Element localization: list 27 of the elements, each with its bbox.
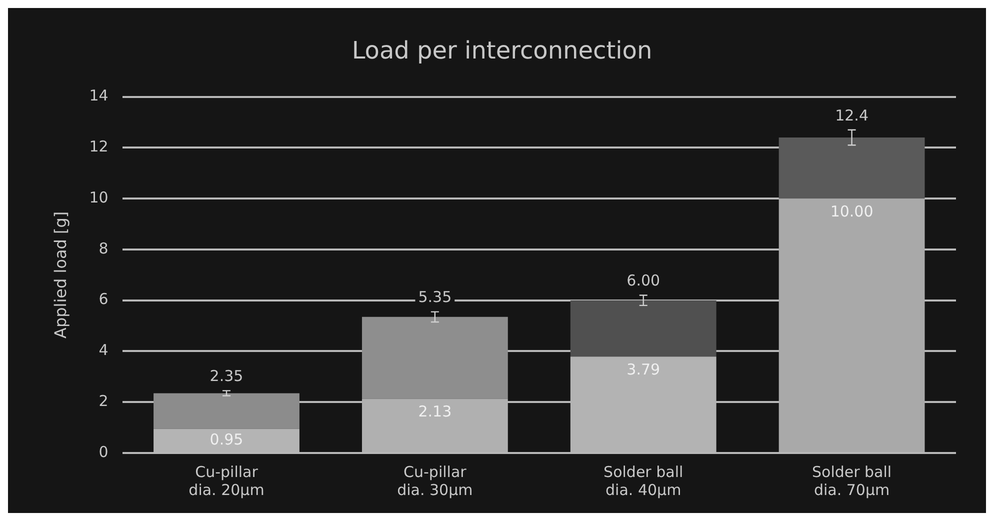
total-label: 5.35 xyxy=(418,288,452,306)
x-tick-label: Cu-pillar dia. 30µm xyxy=(397,462,473,499)
y-tick-label: 4 xyxy=(98,341,108,360)
bar xyxy=(778,138,925,199)
data-label: 10.00 xyxy=(830,202,874,220)
data-label: 2.13 xyxy=(418,402,452,421)
bar xyxy=(570,300,716,357)
y-tick-label: 14 xyxy=(89,86,108,105)
y-tick-label: 0 xyxy=(98,442,108,461)
total-label: 12.4 xyxy=(835,106,868,124)
bar xyxy=(778,198,925,452)
bar xyxy=(154,393,300,429)
data-label: 0.95 xyxy=(210,430,244,448)
y-tick-label: 6 xyxy=(98,290,108,308)
y-tick-label: 8 xyxy=(98,239,108,258)
total-label: 2.35 xyxy=(210,367,244,386)
y-tick-label: 10 xyxy=(89,188,108,206)
data-label: 3.79 xyxy=(626,360,660,378)
y-tick-label: 12 xyxy=(89,138,108,156)
bar xyxy=(362,316,508,399)
y-tick-label: 2 xyxy=(98,392,108,410)
chart-title: Load per interconnection xyxy=(352,36,652,65)
x-tick-label: Solder ball dia. 70µm xyxy=(812,462,892,499)
x-tick-label: Solder ball dia. 40µm xyxy=(604,462,684,499)
y-axis-title: Applied load [g] xyxy=(50,211,70,338)
x-tick-label: Cu-pillar dia. 20µm xyxy=(188,462,264,499)
total-label: 6.00 xyxy=(626,272,660,290)
